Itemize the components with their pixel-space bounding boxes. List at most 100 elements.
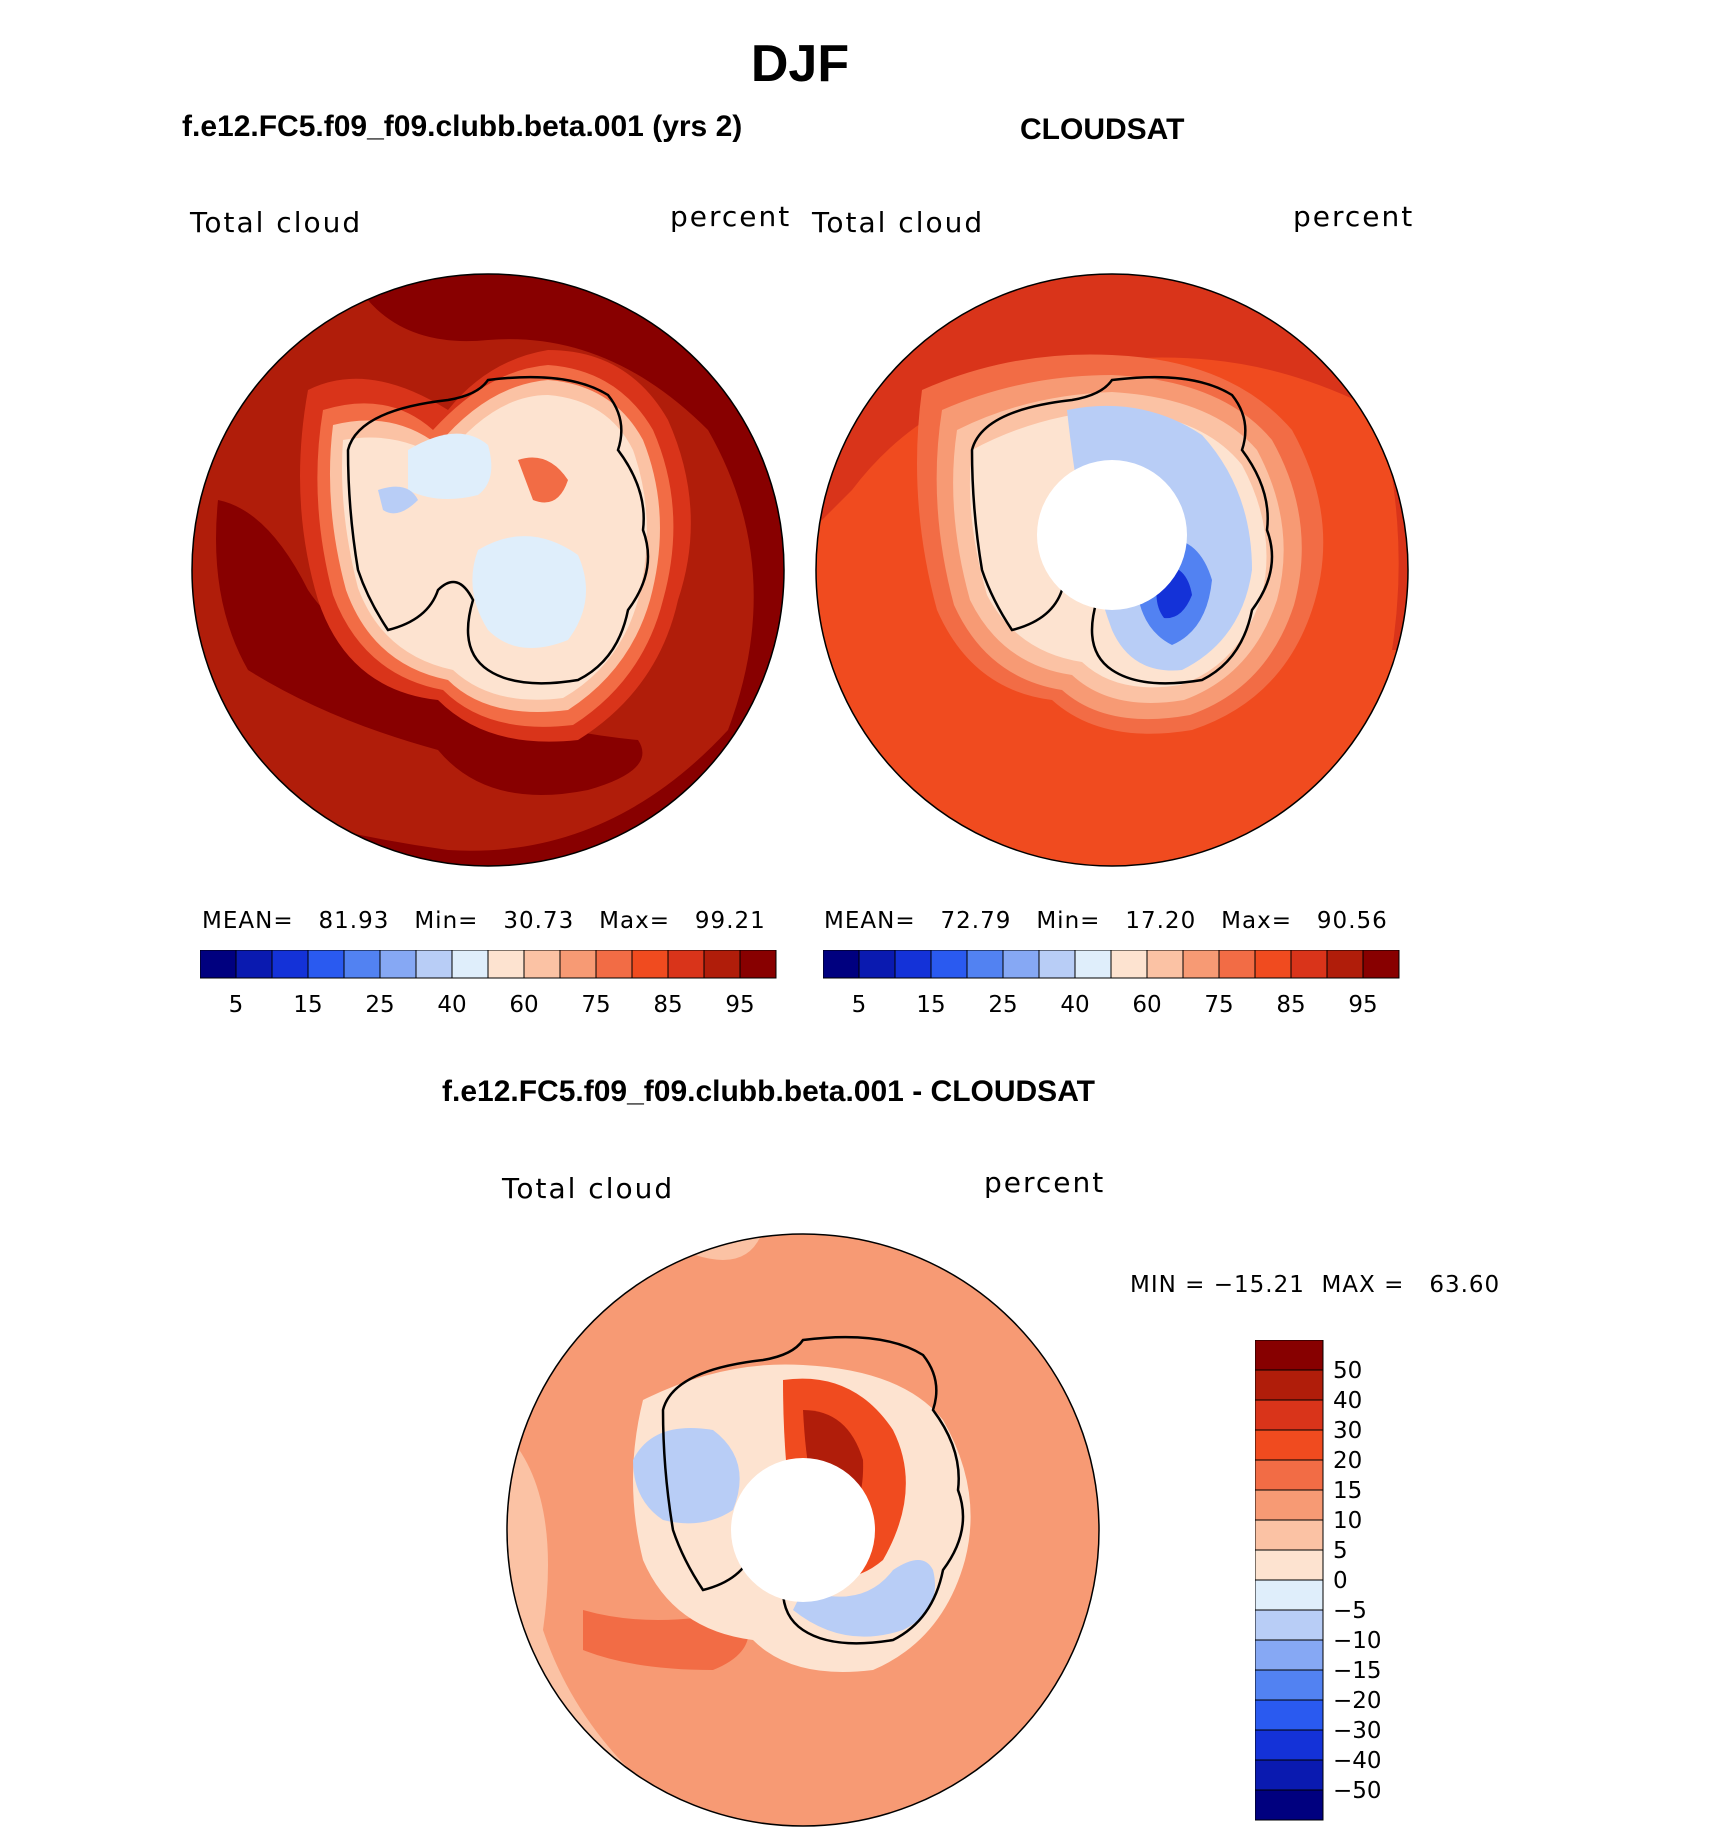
diff-colorbar-swatch [1255, 1759, 1324, 1791]
model-colorbar-tick-label: 60 [509, 992, 538, 1018]
diff-colorbar-tick-label: 5 [1333, 1538, 1348, 1564]
diff-colorbar-tick-label: −15 [1333, 1658, 1382, 1684]
panel-obs-heading: CLOUDSAT [1020, 113, 1185, 146]
model-colorbar-swatch [523, 950, 561, 979]
model-colorbar-swatch [379, 950, 417, 979]
obs-colorbar: 5 15 25 40 60 75 85 95 [823, 950, 1400, 1018]
obs-colorbar-swatch [1110, 950, 1148, 979]
diff-polar-map [506, 1233, 1100, 1827]
model-colorbar-swatch [200, 950, 237, 979]
diff-colorbar-swatch [1255, 1369, 1324, 1401]
diff-colorbar-tick-label: −5 [1333, 1598, 1367, 1624]
model-colorbar-tick-label: 75 [581, 992, 610, 1018]
model-polar-map [191, 273, 785, 867]
obs-colorbar-swatch [1362, 950, 1400, 979]
model-dark-band [216, 500, 643, 795]
panel-obs-variable-label: Total cloud [812, 206, 985, 239]
obs-polar-map [815, 273, 1409, 867]
diff-colorbar-tick-label: −40 [1333, 1748, 1382, 1774]
diff-colorbar-swatch [1255, 1609, 1324, 1641]
model-colorbar-swatch [559, 950, 597, 979]
obs-colorbar-swatch [1290, 950, 1328, 979]
obs-colorbar-tick-label: 40 [1060, 992, 1089, 1018]
diff-colorbar-tick-label: −50 [1333, 1778, 1382, 1804]
model-colorbar-swatch [451, 950, 489, 979]
obs-colorbar-swatch [1182, 950, 1220, 979]
diff-colorbar-tick-label: 50 [1333, 1358, 1362, 1384]
model-colorbar-swatch [739, 950, 777, 979]
obs-colorbar-tick-label: 85 [1276, 992, 1305, 1018]
obs-stats: MEAN= 72.79 Min= 17.20 Max= 90.56 [824, 908, 1388, 934]
diff-colorbar-tick-label: 40 [1333, 1388, 1362, 1414]
model-colorbar-swatch [487, 950, 525, 979]
model-high-cloud-patch [518, 457, 568, 503]
diff-colorbar-swatch [1255, 1639, 1324, 1671]
obs-colorbar-swatch [1002, 950, 1040, 979]
diff-colorbar-tick-label: −20 [1333, 1688, 1382, 1714]
panel-model-variable-label: Total cloud [190, 206, 363, 239]
obs-colorbar-swatch [1254, 950, 1292, 979]
model-colorbar-tick-label: 85 [653, 992, 682, 1018]
diff-negative-patch-east [793, 1560, 935, 1637]
model-colorbar-tick-label: 5 [229, 992, 244, 1018]
obs-colorbar-swatch [1146, 950, 1184, 979]
obs-missing-data-hole [1037, 460, 1187, 610]
model-colorbar-swatch [271, 950, 309, 979]
model-low-cloud-patch [408, 433, 492, 499]
model-low-cloud-spot [378, 486, 418, 514]
obs-colorbar-tick-label: 75 [1204, 992, 1233, 1018]
panel-model-units-label: percent [670, 200, 792, 233]
diff-colorbar-swatch [1255, 1699, 1324, 1731]
model-colorbar: 5 15 25 40 60 75 85 95 [200, 950, 777, 1018]
diff-colorbar-swatch [1255, 1789, 1324, 1821]
diff-colorbar-tick-label: 0 [1333, 1568, 1348, 1594]
figure-title: DJF [750, 35, 850, 93]
diff-minmax: MIN = −15.21 MAX = 63.60 [1130, 1272, 1501, 1298]
panel-model-heading: f.e12.FC5.f09_f09.clubb.beta.001 (yrs 2) [182, 110, 743, 143]
obs-dark-arc [816, 274, 1408, 530]
diff-colorbar-swatch [1255, 1459, 1324, 1491]
obs-colorbar-swatch [930, 950, 968, 979]
diff-colorbar-tick-label: −30 [1333, 1718, 1382, 1744]
diff-colorbar-tick-label: −10 [1333, 1628, 1382, 1654]
obs-colorbar-tick-label: 15 [916, 992, 945, 1018]
diff-negative-patch-west [633, 1428, 740, 1524]
obs-colorbar-tick-label: 5 [852, 992, 867, 1018]
obs-colorbar-swatch [894, 950, 932, 979]
panel-diff-variable-label: Total cloud [502, 1172, 675, 1205]
model-colorbar-swatch [667, 950, 705, 979]
obs-colorbar-tick-label: 60 [1132, 992, 1161, 1018]
model-colorbar-swatch [307, 950, 345, 979]
obs-colorbar-swatch [1074, 950, 1112, 979]
diff-colorbar-swatch [1255, 1519, 1324, 1551]
obs-colorbar-tick-label: 95 [1348, 992, 1377, 1018]
model-colorbar-tick-label: 40 [437, 992, 466, 1018]
model-colorbar-swatch [235, 950, 273, 979]
panel-diff-heading: f.e12.FC5.f09_f09.clubb.beta.001 - CLOUD… [442, 1075, 1095, 1108]
diff-colorbar-tick-label: 30 [1333, 1418, 1362, 1444]
obs-colorbar-swatch [1326, 950, 1364, 979]
model-stats: MEAN= 81.93 Min= 30.73 Max= 99.21 [202, 908, 766, 934]
model-colorbar-tick-label: 95 [725, 992, 754, 1018]
obs-colorbar-swatch [1218, 950, 1256, 979]
obs-coastline [970, 375, 1274, 685]
diff-colorbar-swatch [1255, 1579, 1324, 1611]
diff-missing-data-hole [731, 1458, 875, 1602]
obs-colorbar-swatch [858, 950, 896, 979]
diff-coastline [661, 1335, 965, 1645]
model-colorbar-swatch [415, 950, 453, 979]
diff-colorbar-tick-label: 10 [1333, 1508, 1362, 1534]
model-colorbar-swatch [703, 950, 741, 979]
diff-colorbar-swatch [1255, 1399, 1324, 1431]
model-coastline [346, 375, 650, 685]
model-low-cloud-patch-2 [472, 536, 586, 648]
diff-colorbar-tick-label: 20 [1333, 1448, 1362, 1474]
obs-colorbar-swatch [823, 950, 860, 979]
model-colorbar-tick-label: 15 [293, 992, 322, 1018]
diff-colorbar-swatch [1255, 1669, 1324, 1701]
diff-colorbar-swatch [1255, 1340, 1324, 1371]
diff-colorbar-tick-label: 15 [1333, 1478, 1362, 1504]
diff-colorbar-swatch [1255, 1729, 1324, 1761]
obs-colorbar-tick-label: 25 [988, 992, 1017, 1018]
